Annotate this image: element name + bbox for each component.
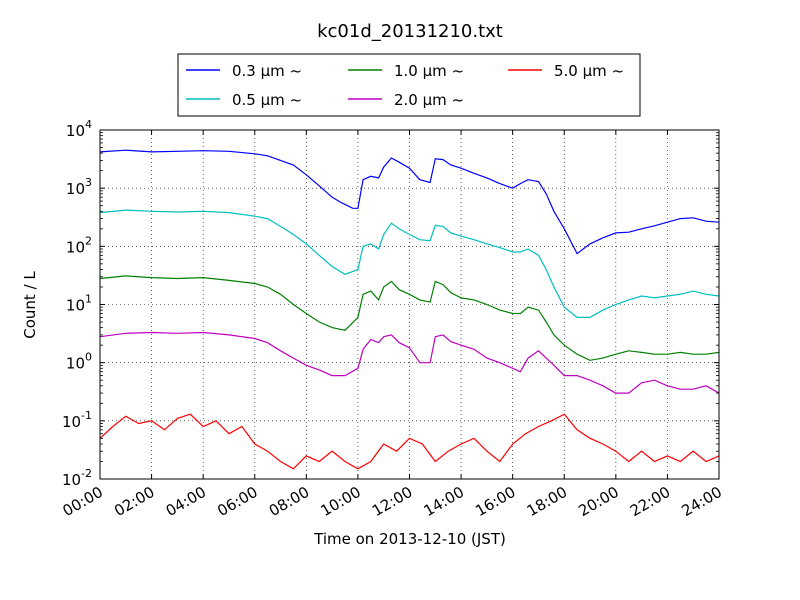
y-tick-exponent: 4 bbox=[85, 118, 92, 131]
y-tick-base: 10 bbox=[66, 238, 85, 256]
y-tick-exponent: -2 bbox=[81, 467, 92, 480]
series-line bbox=[100, 413, 719, 470]
series-line bbox=[100, 209, 719, 318]
series-line bbox=[100, 275, 719, 361]
y-tick-exponent: 2 bbox=[85, 234, 92, 247]
x-tick-label: 04:00 bbox=[163, 483, 209, 520]
plot-area bbox=[99, 129, 720, 480]
x-tick-label: 16:00 bbox=[472, 483, 518, 520]
x-tick-label: 06:00 bbox=[214, 483, 260, 520]
y-tick-exponent: 0 bbox=[85, 351, 92, 364]
x-axis-label: Time on 2013-12-10 (JST) bbox=[313, 530, 506, 548]
legend: 0.3 μm ~ 0.5 μm ~ 1.0 μm ~ 2.0 μm ~ 5.0 μm ~ bbox=[177, 53, 641, 117]
y-tick-label: 101 bbox=[66, 293, 92, 315]
y-tick-label: 10-2 bbox=[62, 467, 92, 489]
legend-box bbox=[177, 53, 641, 117]
y-tick-label: 102 bbox=[66, 234, 92, 256]
series-layer bbox=[100, 149, 719, 470]
legend-label: 0.3 μm ~ bbox=[232, 62, 302, 80]
y-tick-label: 10-1 bbox=[62, 409, 92, 431]
y-tick-exponent: -1 bbox=[81, 409, 92, 422]
chart-title: kc01d_20131210.txt bbox=[317, 21, 503, 42]
y-tick-base: 10 bbox=[62, 471, 81, 489]
y-tick-exponent: 3 bbox=[85, 176, 92, 189]
x-tick-label: 20:00 bbox=[575, 483, 621, 520]
legend-label: 1.0 μm ~ bbox=[394, 62, 464, 80]
y-tick-label: 100 bbox=[66, 351, 92, 373]
y-axis-label: Count / L bbox=[21, 271, 39, 339]
x-tick-label: 12:00 bbox=[369, 483, 415, 520]
legend-label: 0.5 μm ~ bbox=[232, 91, 302, 109]
x-tick-labels: 00:00 02:00 04:00 06:00 08:00 10:00 12:00 14:00… bbox=[60, 483, 725, 520]
series-line bbox=[100, 331, 719, 394]
y-tick-base: 10 bbox=[62, 413, 81, 431]
x-tick-label: 10:00 bbox=[317, 483, 363, 520]
series-line bbox=[100, 149, 719, 255]
y-tick-label: 104 bbox=[66, 118, 92, 140]
x-tick-label: 08:00 bbox=[266, 483, 312, 520]
x-tick-label: 14:00 bbox=[421, 483, 467, 520]
y-tick-label: 103 bbox=[66, 176, 92, 198]
y-tick-base: 10 bbox=[66, 180, 85, 198]
y-tick-base: 10 bbox=[66, 122, 85, 140]
x-tick-label: 02:00 bbox=[111, 483, 157, 520]
legend-label: 2.0 μm ~ bbox=[394, 91, 464, 109]
y-tick-base: 10 bbox=[66, 355, 85, 373]
x-tick-label: 22:00 bbox=[627, 483, 673, 520]
y-tick-exponent: 1 bbox=[85, 293, 92, 306]
x-tick-label: 24:00 bbox=[679, 483, 725, 520]
x-tick-label: 18:00 bbox=[524, 483, 570, 520]
tick-marks bbox=[99, 129, 720, 480]
legend-label: 5.0 μm ~ bbox=[554, 62, 624, 80]
y-tick-base: 10 bbox=[66, 297, 85, 315]
